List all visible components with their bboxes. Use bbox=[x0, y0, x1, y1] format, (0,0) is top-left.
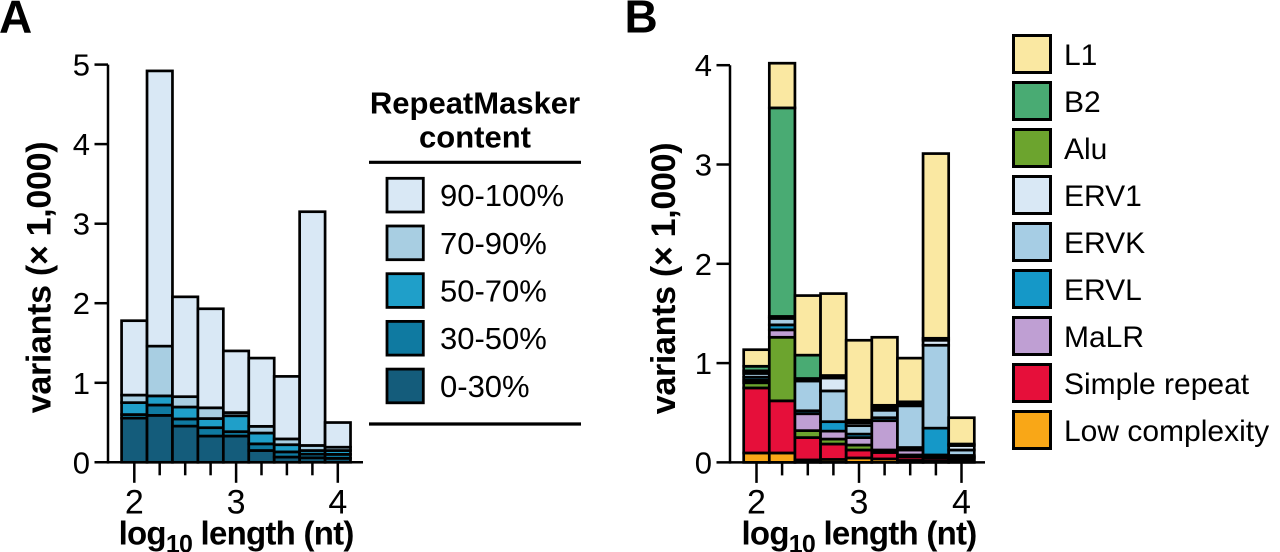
svg-text:4: 4 bbox=[952, 483, 971, 521]
svg-text:MaLR: MaLR bbox=[1064, 321, 1144, 354]
svg-text:50-70%: 50-70% bbox=[440, 274, 547, 309]
svg-text:30-50%: 30-50% bbox=[440, 321, 547, 356]
svg-text:90-100%: 90-100% bbox=[440, 178, 564, 213]
svg-text:2: 2 bbox=[747, 483, 766, 521]
svg-text:1: 1 bbox=[695, 346, 712, 381]
svg-text:log10 length (nt): log10 length (nt) bbox=[119, 515, 354, 552]
svg-text:3: 3 bbox=[695, 148, 712, 183]
svg-text:L1: L1 bbox=[1064, 39, 1097, 72]
svg-text:3: 3 bbox=[850, 483, 869, 521]
svg-text:content: content bbox=[419, 120, 531, 155]
svg-text:2: 2 bbox=[125, 483, 144, 521]
svg-text:variants (× 1,000): variants (× 1,000) bbox=[21, 142, 59, 413]
svg-text:B2: B2 bbox=[1064, 86, 1101, 119]
svg-text:3: 3 bbox=[227, 483, 246, 521]
svg-text:Low complexity: Low complexity bbox=[1064, 415, 1269, 448]
svg-text:ERV1: ERV1 bbox=[1064, 180, 1142, 213]
svg-text:4: 4 bbox=[328, 483, 347, 521]
svg-text:2: 2 bbox=[695, 247, 712, 282]
svg-text:0: 0 bbox=[695, 445, 712, 480]
svg-text:3: 3 bbox=[73, 207, 90, 242]
svg-text:2: 2 bbox=[73, 286, 90, 321]
svg-text:4: 4 bbox=[73, 127, 90, 162]
svg-text:log10 length (nt): log10 length (nt) bbox=[742, 515, 977, 552]
svg-text:Simple repeat: Simple repeat bbox=[1064, 368, 1250, 401]
svg-text:RepeatMasker: RepeatMasker bbox=[370, 86, 580, 121]
svg-text:A: A bbox=[0, 0, 32, 43]
svg-text:0-30%: 0-30% bbox=[440, 369, 530, 404]
svg-text:70-90%: 70-90% bbox=[440, 226, 547, 261]
svg-text:ERVL: ERVL bbox=[1064, 274, 1142, 307]
svg-text:0: 0 bbox=[73, 445, 90, 480]
svg-text:5: 5 bbox=[73, 48, 90, 83]
svg-text:1: 1 bbox=[73, 366, 90, 401]
svg-text:Alu: Alu bbox=[1064, 133, 1107, 166]
svg-text:ERVK: ERVK bbox=[1064, 227, 1145, 260]
svg-text:4: 4 bbox=[695, 48, 712, 83]
svg-text:variants (× 1,000): variants (× 1,000) bbox=[645, 143, 683, 414]
svg-text:B: B bbox=[625, 0, 658, 43]
